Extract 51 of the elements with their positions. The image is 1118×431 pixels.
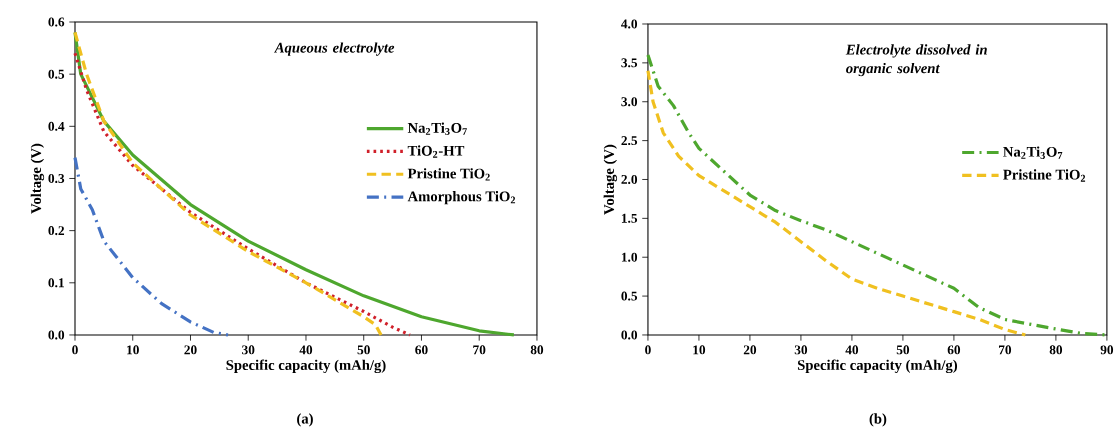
text: (a): [297, 413, 313, 427]
y-tick-label: 1.5: [621, 213, 638, 223]
legend-label: Na$_{2}$Ti$_{3}$O$_{7}$: [407, 122, 467, 135]
x-tick-label: 30: [242, 345, 255, 355]
x-axis-title: Specific capacity (mAh/g): [797, 359, 958, 374]
x-tick-label: 20: [184, 345, 197, 355]
x-tick-label: 0: [645, 345, 651, 355]
x-axis-title: Specific capacity (mAh/g): [226, 359, 386, 374]
y-tick-label: 2.5: [621, 136, 638, 146]
x-tick-label: 50: [896, 345, 910, 355]
y-tick-label: 0.6: [48, 17, 65, 27]
x-tick-label: 0: [72, 345, 78, 355]
x-tick-label: 40: [845, 345, 859, 355]
legend-label: TiO$_{2}$-HT: [407, 145, 465, 158]
y-tick-label: 0.5: [621, 291, 638, 301]
x-tick-label: 70: [999, 345, 1012, 355]
y-axis-title: Voltage (V): [30, 143, 45, 214]
text: (b): [869, 413, 887, 427]
y-tick-label: 0.5: [48, 69, 65, 79]
x-tick-label: 50: [357, 345, 370, 355]
x-tick-label: 10: [127, 345, 139, 355]
line-series: [73, 30, 516, 337]
y-tick-label: 0.2: [48, 226, 65, 236]
y-axis-title: Voltage (V): [603, 144, 618, 215]
y-tick-label: 0.4: [48, 121, 65, 131]
y-tick-label: 3.0: [621, 97, 638, 107]
x-tick-label: 80: [1049, 345, 1063, 355]
y-tick-label: 4.0: [621, 19, 638, 29]
y-tick-label: 1.0: [621, 252, 638, 262]
y-tick-label: 3.5: [621, 58, 638, 68]
y-tick-label: 0.1: [48, 278, 64, 288]
annotation: Electrolyte dissolved in organic solvent: [845, 44, 987, 77]
x-tick-label: 10: [693, 345, 706, 355]
annotation: Aqueous electrolyte: [274, 42, 395, 56]
x-tick-label: 80: [530, 345, 544, 355]
y-tick-label: 0.3: [48, 173, 65, 183]
y-tick-label: 0.0: [48, 330, 65, 340]
legend-label: Na$_{2}$Ti$_{3}$O$_{7}$: [1003, 146, 1063, 159]
x-tick-label: 70: [473, 345, 486, 355]
x-tick-label: 60: [947, 345, 961, 355]
legend-label: Pristine TiO$_{2}$: [1003, 169, 1086, 182]
y-tick-label: 0.0: [621, 330, 638, 340]
x-tick-label: 60: [415, 345, 428, 355]
line-series: [73, 156, 230, 337]
y-tick-label: 2.0: [621, 174, 638, 184]
legend-label: Pristine TiO$_{2}$: [407, 168, 490, 181]
x-tick-label: 90: [1100, 345, 1114, 355]
x-tick-label: 30: [794, 345, 808, 355]
x-tick-label: 20: [743, 345, 757, 355]
legend-label: Amorphous TiO$_{2}$: [407, 191, 516, 205]
x-tick-label: 40: [299, 345, 313, 355]
